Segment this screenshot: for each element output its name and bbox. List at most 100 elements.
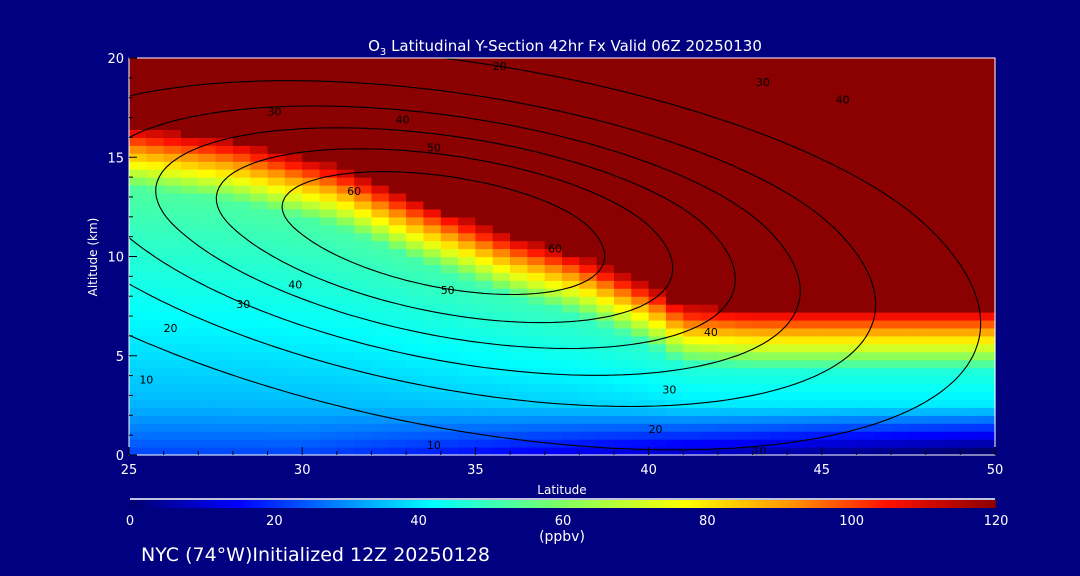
field-cell <box>908 145 927 154</box>
field-cell <box>544 367 563 377</box>
field-cell <box>302 399 321 408</box>
field-cell <box>821 415 840 424</box>
field-cell <box>336 391 355 400</box>
field-cell <box>821 232 840 242</box>
field-cell <box>129 153 147 162</box>
field-cell <box>492 447 511 456</box>
field-cell <box>631 439 650 448</box>
field-cell <box>181 423 199 432</box>
field-cell <box>631 193 650 202</box>
field-cell <box>336 320 355 329</box>
field-cell <box>960 81 979 91</box>
field-cell <box>527 447 546 456</box>
field-cell <box>839 383 857 392</box>
field-cell <box>856 280 875 289</box>
field-cell <box>319 359 338 369</box>
field-cell <box>631 145 650 154</box>
field-cell <box>423 343 442 353</box>
field-cell <box>163 97 182 107</box>
field-cell <box>129 280 147 289</box>
field-cell <box>492 216 511 226</box>
field-cell <box>717 256 736 265</box>
field-cell <box>371 359 390 369</box>
field-cell <box>458 407 476 416</box>
field-cell <box>527 177 546 186</box>
field-cell <box>406 335 424 345</box>
field-cell <box>440 240 459 250</box>
field-cell <box>475 447 494 456</box>
field-cell <box>475 343 494 353</box>
field-cell <box>458 304 476 313</box>
field-cell <box>250 391 269 400</box>
field-cell <box>856 240 875 250</box>
field-cell <box>648 256 667 265</box>
field-cell <box>873 137 892 146</box>
field-cell <box>423 304 442 313</box>
field-cell <box>440 272 459 281</box>
field-cell <box>908 169 927 178</box>
field-cell <box>735 153 754 162</box>
field-cell <box>683 216 702 226</box>
field-cell <box>388 73 407 83</box>
field-cell <box>388 97 407 107</box>
field-cell <box>579 248 598 258</box>
field-cell <box>423 351 442 361</box>
field-cell <box>423 73 442 83</box>
field-cell <box>596 391 615 400</box>
field-cell <box>891 367 909 377</box>
field-cell <box>302 216 321 226</box>
field-cell <box>181 161 199 170</box>
field-cell <box>839 97 857 107</box>
field-cell <box>215 121 234 130</box>
field-cell <box>977 343 996 353</box>
field-cell <box>735 232 754 242</box>
field-cell <box>406 137 424 146</box>
field-cell <box>267 399 286 408</box>
field-cell <box>510 343 528 353</box>
field-cell <box>735 328 754 337</box>
field-cell <box>354 328 373 337</box>
field-cell <box>250 359 269 369</box>
field-cell <box>717 65 736 75</box>
field-cell <box>284 280 303 289</box>
field-cell <box>943 359 961 369</box>
field-cell <box>891 415 909 424</box>
field-cell <box>198 264 217 273</box>
contour-line-40 <box>155 127 736 350</box>
field-cell <box>146 447 165 456</box>
field-cell <box>977 359 996 369</box>
field-cell <box>492 431 511 440</box>
field-cell <box>579 161 598 170</box>
field-cell <box>856 391 875 400</box>
field-cell <box>648 407 667 416</box>
colorbar-tick-label: 80 <box>699 514 716 529</box>
field-cell <box>943 105 961 115</box>
field-cell <box>129 73 147 83</box>
field-cell <box>354 415 373 424</box>
field-cell <box>527 288 546 297</box>
field-cell <box>129 65 147 75</box>
field-cell <box>891 407 909 416</box>
field-cell <box>977 65 996 75</box>
field-cell <box>336 58 355 67</box>
field-cell <box>336 367 355 377</box>
field-cell <box>943 113 961 123</box>
field-cell <box>735 312 754 321</box>
field-cell <box>371 351 390 361</box>
field-cell <box>596 407 615 416</box>
field-cell <box>388 264 407 273</box>
field-cell <box>960 224 979 234</box>
field-cell <box>717 351 736 361</box>
field-cell <box>475 312 494 321</box>
field-cell <box>579 185 598 194</box>
field-cell <box>163 200 182 210</box>
field-cell <box>579 58 598 67</box>
field-cell <box>371 113 390 123</box>
field-cell <box>614 105 632 115</box>
field-cell <box>700 161 719 170</box>
field-cell <box>977 58 996 67</box>
field-cell <box>579 264 598 273</box>
field-cell <box>440 193 459 202</box>
field-cell <box>354 431 373 440</box>
field-cell <box>458 177 476 186</box>
